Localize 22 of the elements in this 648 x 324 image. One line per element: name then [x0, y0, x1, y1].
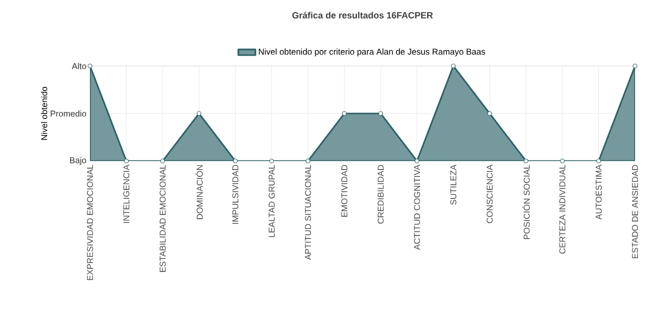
x-tick-label: EXPRESIVIDAD EMOCIONAL: [87, 164, 94, 280]
x-tick-label: APTITUD SITUACIONAL: [305, 164, 312, 260]
x-tick-label: CONSCIENCIA: [486, 164, 493, 224]
text: Promedio: [50, 110, 86, 117]
x-tick-label: ACTITUD COGNITIVA: [414, 164, 420, 250]
y-axis-title: Nivel obtenido: [40, 86, 48, 140]
x-tick-label: INTELIGENCIA: [123, 164, 130, 223]
x-tick-label: AUTOESTIMA: [596, 164, 602, 220]
x-tick-label: LEALTAD GRUPAL: [268, 164, 275, 238]
text: Alto: [72, 62, 86, 70]
chart-title: Gráfica de resultados 16FACPER: [292, 12, 433, 18]
legend-label: Nivel obtenido por criterio para Alan de Jesus Ramayo Baas: [258, 48, 486, 56]
x-tick-label: ESTABILIDAD EMOCIONAL: [160, 164, 166, 272]
x-tick-label: POSICIÓN SOCIAL: [522, 164, 530, 239]
text: Bajo: [70, 157, 86, 165]
x-tick-label: EMOTIVIDAD: [341, 164, 348, 217]
x-tick-label: SUTILEZA: [450, 164, 456, 205]
x-tick-label: CERTEZA INDIVIDUAL: [559, 164, 566, 254]
x-tick-label: CREDIBILIDAD: [378, 164, 384, 224]
x-tick-label: IMPULSIVIDAD: [232, 164, 238, 224]
x-tick-label: ESTADO DE ANSIEDAD: [632, 164, 638, 258]
x-tick-label: DOMINACIÓN: [195, 165, 203, 220]
